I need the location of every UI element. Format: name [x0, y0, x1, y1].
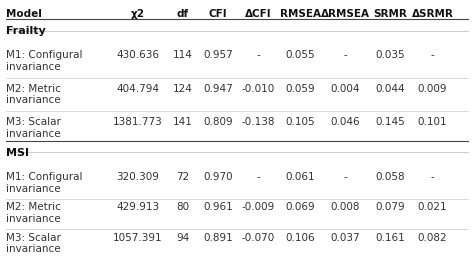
Text: 0.891: 0.891	[203, 233, 233, 243]
Text: 0.069: 0.069	[286, 202, 315, 212]
Text: ΔCFI: ΔCFI	[245, 8, 272, 19]
Text: Frailty: Frailty	[6, 26, 46, 36]
Text: 0.161: 0.161	[375, 233, 405, 243]
Text: M2: Metric
invariance: M2: Metric invariance	[6, 202, 61, 224]
Text: 80: 80	[176, 202, 190, 212]
Text: M2: Metric
invariance: M2: Metric invariance	[6, 84, 61, 105]
Text: 404.794: 404.794	[117, 84, 160, 94]
Text: -: -	[431, 50, 435, 60]
Text: 0.021: 0.021	[418, 202, 447, 212]
Text: MSI: MSI	[6, 148, 29, 158]
Text: M3: Scalar
invariance: M3: Scalar invariance	[6, 117, 61, 139]
Text: 0.079: 0.079	[375, 202, 405, 212]
Text: 0.957: 0.957	[203, 50, 233, 60]
Text: 0.037: 0.037	[330, 233, 360, 243]
Text: 429.913: 429.913	[117, 202, 160, 212]
Text: 0.055: 0.055	[286, 50, 315, 60]
Text: -: -	[344, 172, 347, 182]
Text: 0.046: 0.046	[330, 117, 360, 127]
Text: 141: 141	[173, 117, 193, 127]
Text: χ2: χ2	[131, 8, 145, 19]
Text: -: -	[256, 50, 260, 60]
Text: -0.009: -0.009	[242, 202, 275, 212]
Text: M1: Configural
invariance: M1: Configural invariance	[6, 172, 82, 194]
Text: 0.008: 0.008	[331, 202, 360, 212]
Text: ΔSRMR: ΔSRMR	[411, 8, 454, 19]
Text: -0.138: -0.138	[241, 117, 275, 127]
Text: 0.809: 0.809	[203, 117, 233, 127]
Text: M3: Scalar
invariance: M3: Scalar invariance	[6, 233, 61, 254]
Text: RMSEA: RMSEA	[280, 8, 321, 19]
Text: 114: 114	[173, 50, 193, 60]
Text: CFI: CFI	[209, 8, 228, 19]
Text: 0.106: 0.106	[286, 233, 315, 243]
Text: 1381.773: 1381.773	[113, 117, 163, 127]
Text: 430.636: 430.636	[117, 50, 160, 60]
Text: M1: Configural
invariance: M1: Configural invariance	[6, 50, 82, 72]
Text: ΔRMSEA: ΔRMSEA	[321, 8, 370, 19]
Text: 0.009: 0.009	[418, 84, 447, 94]
Text: -0.010: -0.010	[242, 84, 275, 94]
Text: 0.970: 0.970	[203, 172, 233, 182]
Text: 0.101: 0.101	[418, 117, 447, 127]
Text: -: -	[256, 172, 260, 182]
Text: 320.309: 320.309	[117, 172, 159, 182]
Text: 0.105: 0.105	[286, 117, 315, 127]
Text: 0.145: 0.145	[375, 117, 405, 127]
Text: 0.058: 0.058	[375, 172, 405, 182]
Text: 0.947: 0.947	[203, 84, 233, 94]
Text: SRMR: SRMR	[373, 8, 407, 19]
Text: 0.061: 0.061	[286, 172, 315, 182]
Text: 72: 72	[176, 172, 190, 182]
Text: 0.004: 0.004	[331, 84, 360, 94]
Text: 0.044: 0.044	[375, 84, 405, 94]
Text: 1057.391: 1057.391	[113, 233, 163, 243]
Text: 0.035: 0.035	[375, 50, 405, 60]
Text: df: df	[177, 8, 189, 19]
Text: 0.961: 0.961	[203, 202, 233, 212]
Text: -0.070: -0.070	[242, 233, 275, 243]
Text: 0.082: 0.082	[418, 233, 447, 243]
Text: 124: 124	[173, 84, 193, 94]
Text: Model: Model	[6, 8, 42, 19]
Text: 94: 94	[176, 233, 190, 243]
Text: -: -	[344, 50, 347, 60]
Text: 0.059: 0.059	[286, 84, 315, 94]
Text: -: -	[431, 172, 435, 182]
